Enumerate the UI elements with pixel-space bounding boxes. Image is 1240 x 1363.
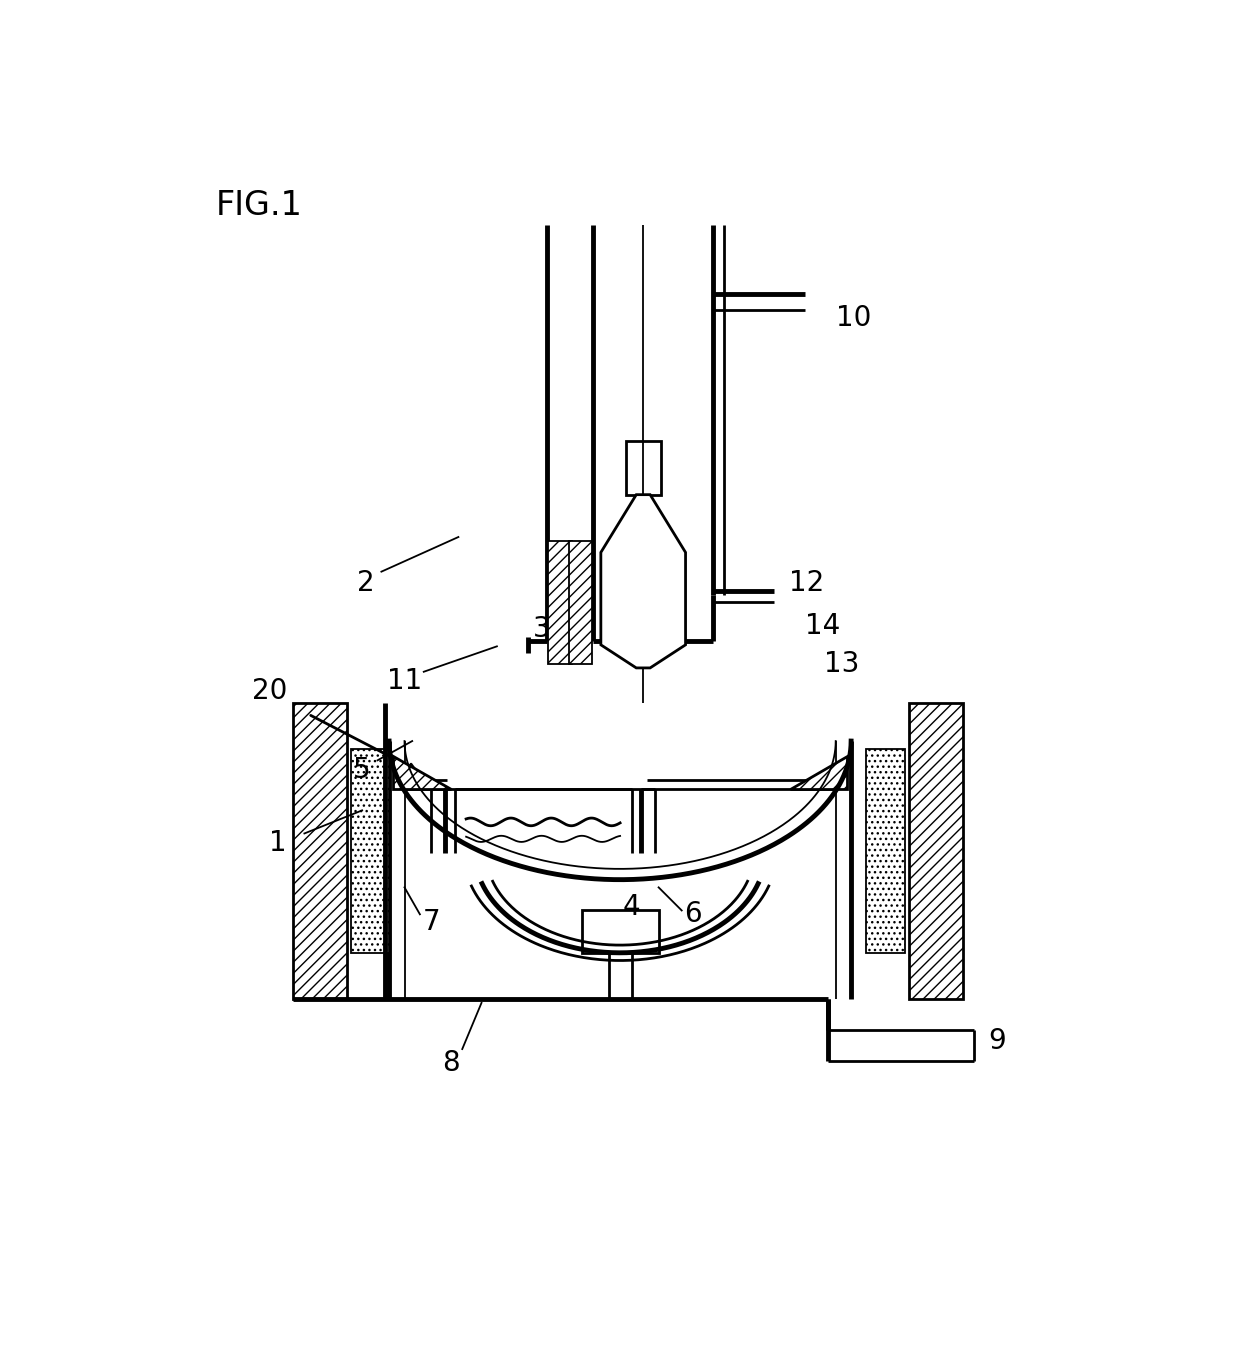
Bar <box>582 910 658 953</box>
Polygon shape <box>601 495 686 668</box>
Text: 2: 2 <box>357 570 374 597</box>
Bar <box>909 702 962 999</box>
Text: 11: 11 <box>387 667 422 695</box>
Text: 8: 8 <box>441 1050 460 1077</box>
Bar <box>626 440 661 495</box>
Bar <box>867 748 905 953</box>
Text: FIG.1: FIG.1 <box>216 189 303 222</box>
Polygon shape <box>393 756 450 789</box>
Text: 20: 20 <box>252 677 288 705</box>
Text: 3: 3 <box>533 615 551 642</box>
Bar <box>351 748 389 953</box>
Text: 1: 1 <box>269 829 286 857</box>
Bar <box>293 702 347 999</box>
Text: 7: 7 <box>423 908 440 936</box>
Text: 13: 13 <box>825 650 859 677</box>
Text: 10: 10 <box>836 304 870 331</box>
Text: 12: 12 <box>790 570 825 597</box>
Bar <box>548 541 572 664</box>
Polygon shape <box>790 756 847 789</box>
Text: 9: 9 <box>988 1028 1007 1055</box>
Text: 5: 5 <box>353 755 371 784</box>
Text: 6: 6 <box>684 901 702 928</box>
Text: 14: 14 <box>805 612 841 639</box>
Text: 4: 4 <box>622 893 641 920</box>
Bar <box>568 541 591 664</box>
